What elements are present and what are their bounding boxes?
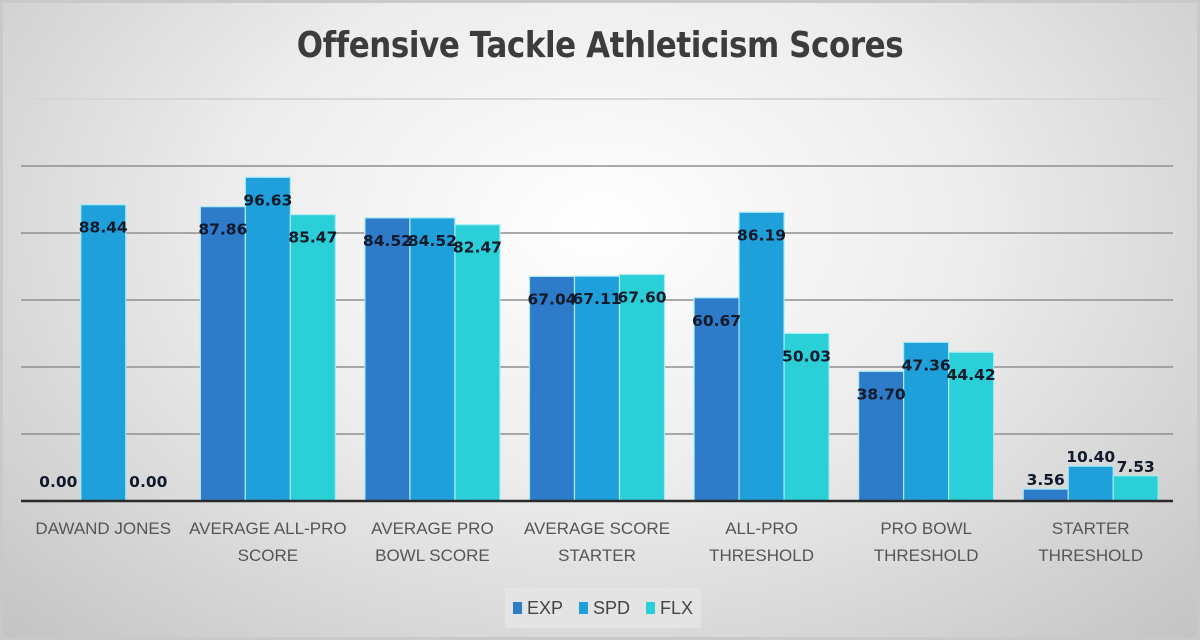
bar-spd <box>409 217 456 502</box>
category-label: DAWAND JONES <box>35 519 171 538</box>
category-label: SCORE <box>238 546 298 565</box>
bar-spd <box>1067 465 1114 502</box>
category-label: STARTER <box>1052 519 1130 538</box>
chart-title: Offensive Tackle Athleticism Scores <box>296 25 904 66</box>
data-label: 0.00 <box>129 473 167 491</box>
data-label: 7.53 <box>1117 458 1155 476</box>
data-label: 82.47 <box>453 239 502 257</box>
legend-item-exp: EXP <box>512 597 563 619</box>
bar-spd <box>573 275 621 502</box>
data-label: 85.47 <box>288 229 337 247</box>
category-label: ALL-PRO <box>725 519 798 538</box>
data-label: 84.52 <box>408 232 457 250</box>
bar-exp <box>364 217 411 502</box>
data-label: 87.86 <box>198 221 247 239</box>
legend-label: FLX <box>660 597 694 618</box>
data-label: 38.70 <box>857 385 906 403</box>
data-label: 67.04 <box>527 290 576 308</box>
category-label: STARTER <box>558 546 636 565</box>
chart-legend: EXP SPD FLX <box>505 588 701 628</box>
category-label: THRESHOLD <box>874 546 979 565</box>
data-label: 60.67 <box>692 312 741 330</box>
category-label: THRESHOLD <box>1038 546 1143 565</box>
chart-plot: 0.00 87.86 84.52 67.04 60.67 38.70 3.56 88.44 96… <box>21 98 1173 565</box>
data-label: 0.00 <box>39 473 77 491</box>
category-label: AVERAGE PRO <box>371 519 494 538</box>
bar-exp <box>528 275 576 502</box>
data-label: 88.44 <box>79 219 128 237</box>
bar-spd <box>80 204 127 502</box>
bar-flx <box>618 273 666 502</box>
legend-swatch-icon <box>512 602 522 614</box>
legend-item-spd: SPD <box>579 598 630 619</box>
legend-label: EXP <box>526 597 563 618</box>
data-label: 44.42 <box>947 366 996 384</box>
legend-item-flx: FLX <box>646 598 693 619</box>
category-label: THRESHOLD <box>709 546 814 565</box>
category-label: BOWL SCORE <box>375 546 490 565</box>
category-label: AVERAGE ALL-PRO <box>189 519 346 538</box>
category-label: PRO BOWL <box>880 519 972 538</box>
bar-flx <box>454 224 501 502</box>
bar-spd <box>244 176 291 502</box>
bar-flx <box>289 214 336 502</box>
legend-swatch-icon <box>646 602 656 614</box>
data-label: 84.52 <box>363 232 412 250</box>
bar-flx <box>1112 475 1159 502</box>
data-label: 67.60 <box>617 289 666 307</box>
data-label: 67.11 <box>572 290 621 308</box>
data-label: 50.03 <box>782 347 831 365</box>
data-label: 96.63 <box>243 191 292 209</box>
data-label: 10.40 <box>1066 448 1115 466</box>
data-label: 86.19 <box>737 226 786 244</box>
bar-exp <box>1022 488 1069 502</box>
legend-label: SPD <box>593 597 631 618</box>
bar-spd <box>738 211 785 502</box>
bar-exp <box>199 206 246 502</box>
category-label: AVERAGE SCORE <box>524 519 670 538</box>
data-label: 47.36 <box>902 356 951 374</box>
legend-swatch-icon <box>579 602 588 614</box>
data-label: 3.56 <box>1027 471 1065 489</box>
